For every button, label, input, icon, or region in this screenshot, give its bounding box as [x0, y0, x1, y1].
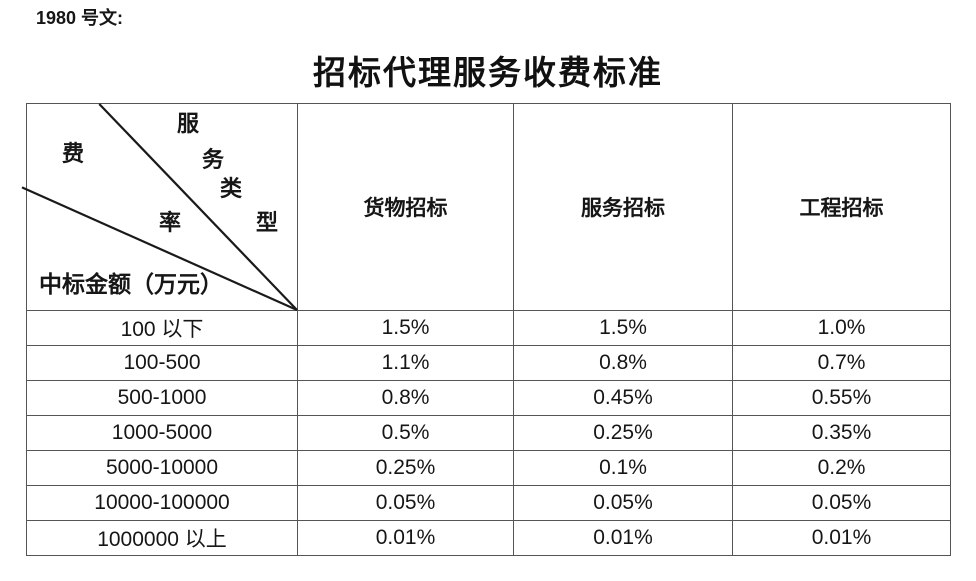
rate-cell: 0.45% — [513, 380, 733, 416]
table-row: 100-500 1.1% 0.8% 0.7% — [26, 345, 951, 381]
table-header-row: 服 务 类 型 费 率 中标金额（万元） 货物招标 服务招标 工程招标 — [21, 103, 951, 312]
rate-cell: 1.0% — [732, 310, 951, 346]
amount-range-cell: 100-500 — [26, 345, 298, 381]
amount-range-cell: 1000000 以上 — [26, 520, 298, 556]
amount-range-cell: 100 以下 — [26, 310, 298, 346]
fee-standard-table: 服 务 类 型 费 率 中标金额（万元） 货物招标 服务招标 工程招标 100 … — [21, 103, 951, 556]
amount-range-cell: 10000-100000 — [26, 485, 298, 521]
rate-cell: 1.5% — [297, 310, 514, 346]
rate-cell: 0.01% — [297, 520, 514, 556]
amount-range-cell: 5000-10000 — [26, 450, 298, 486]
rate-cell: 0.25% — [513, 415, 733, 451]
table-row: 1000000 以上 0.01% 0.01% 0.01% — [26, 520, 951, 556]
corner-rate-char: 费 — [62, 141, 85, 167]
rate-cell: 1.1% — [297, 345, 514, 381]
rate-cell: 1.5% — [513, 310, 733, 346]
column-header-service-bidding: 服务招标 — [513, 103, 733, 311]
corner-rate-char: 率 — [159, 210, 182, 236]
rate-cell: 0.2% — [732, 450, 951, 486]
corner-amount-label: 中标金额（万元） — [39, 271, 223, 298]
column-header-works-bidding: 工程招标 — [732, 103, 951, 311]
diagonal-divider-lines — [21, 103, 298, 312]
rate-cell: 0.5% — [297, 415, 514, 451]
doc-number-label: 1980 号文: — [36, 8, 124, 28]
rate-cell: 0.1% — [513, 450, 733, 486]
amount-range-cell: 500-1000 — [26, 380, 298, 416]
table-corner-cell: 服 务 类 型 费 率 中标金额（万元） — [21, 103, 298, 312]
rate-cell: 0.7% — [732, 345, 951, 381]
column-header-goods-bidding: 货物招标 — [297, 103, 514, 311]
table-row: 1000-5000 0.5% 0.25% 0.35% — [26, 415, 951, 451]
table-row: 100 以下 1.5% 1.5% 1.0% — [26, 310, 951, 346]
rate-cell: 0.8% — [513, 345, 733, 381]
rate-cell: 0.8% — [297, 380, 514, 416]
rate-cell: 0.01% — [732, 520, 951, 556]
rate-cell: 0.05% — [297, 485, 514, 521]
rate-cell: 0.05% — [732, 485, 951, 521]
rate-cell: 0.35% — [732, 415, 951, 451]
corner-service-type-char: 服 — [177, 111, 200, 137]
table-row: 5000-10000 0.25% 0.1% 0.2% — [26, 450, 951, 486]
rate-cell: 0.25% — [297, 450, 514, 486]
table-row: 10000-100000 0.05% 0.05% 0.05% — [26, 485, 951, 521]
rate-cell: 0.01% — [513, 520, 733, 556]
corner-service-type-char: 务 — [202, 147, 225, 173]
rate-cell: 0.05% — [513, 485, 733, 521]
amount-range-cell: 1000-5000 — [26, 415, 298, 451]
table-row: 500-1000 0.8% 0.45% 0.55% — [26, 380, 951, 416]
rate-cell: 0.55% — [732, 380, 951, 416]
page-title: 招标代理服务收费标准 — [313, 53, 663, 92]
corner-service-type-char: 型 — [256, 210, 279, 236]
corner-service-type-char: 类 — [220, 176, 243, 202]
